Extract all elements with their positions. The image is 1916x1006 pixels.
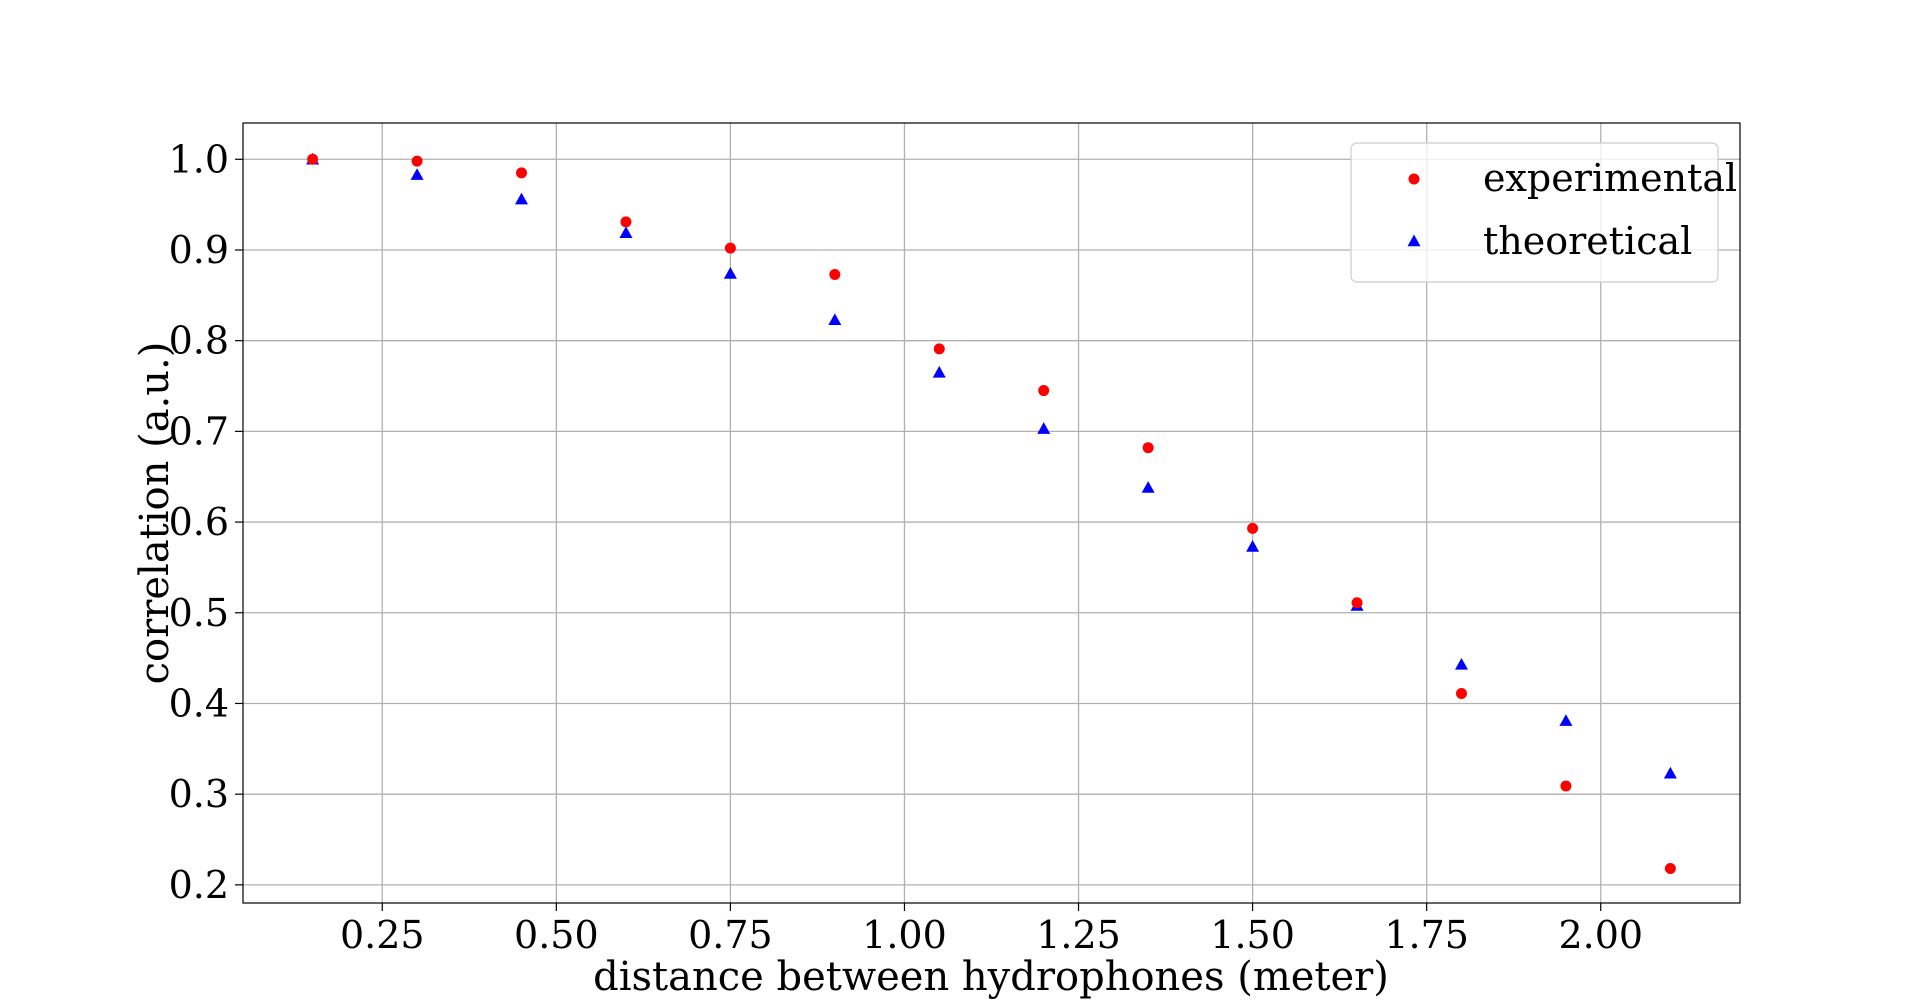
theoretical-point [1037, 422, 1051, 434]
legend-label-theoretical: theoretical [1483, 219, 1692, 263]
y-axis-label: correlation (a.u.) [132, 342, 178, 685]
theoretical-point [410, 168, 424, 180]
theoretical-point [828, 313, 842, 326]
legend-label-experimental: experimental [1483, 156, 1737, 200]
legend-box [1350, 142, 1719, 283]
x-tick-label: 0.50 [514, 913, 599, 957]
y-tick-label: 0.2 [169, 863, 229, 907]
theoretical-point [515, 192, 529, 205]
x-tick-label: 1.00 [862, 913, 947, 957]
theoretical-point [1559, 714, 1573, 726]
x-tick-label: 2.00 [1558, 913, 1643, 957]
legend-marker-experimental [1408, 173, 1420, 185]
theoretical-point [619, 226, 633, 238]
plot-frame [242, 122, 1741, 904]
y-tick-label: 0.7 [169, 409, 229, 453]
theoretical-point [1663, 766, 1677, 779]
x-tick-label: 1.50 [1210, 913, 1295, 957]
legend-marker-theoretical [1407, 234, 1421, 247]
experimental-point [724, 242, 736, 254]
experimental-point [516, 167, 528, 179]
x-tick-label: 1.25 [1036, 913, 1121, 957]
experimental-point [829, 268, 841, 280]
experimental-point [1664, 863, 1676, 875]
x-axis-label: distance between hydrophones (meter) [593, 954, 1389, 1000]
experimental-point [620, 216, 632, 228]
plot-marks [306, 152, 1677, 875]
experimental-point [1142, 442, 1154, 454]
experimental-point [1247, 522, 1259, 534]
experimental-point [411, 155, 423, 167]
y-tick-label: 0.3 [169, 772, 229, 816]
theoretical-point [1246, 540, 1260, 552]
axis-ticks: 0.25 0.50 0.75 1.00 1.25 1.50 1.75 2.00 0.2 0.3 0.… [169, 137, 1643, 957]
experimental-point [1560, 780, 1572, 792]
theoretical-point [723, 267, 737, 279]
theoretical-point [932, 365, 946, 378]
grid [243, 123, 1740, 903]
theoretical-point [1454, 657, 1468, 670]
y-tick-label: 0.6 [169, 500, 229, 544]
legend: experimental theoretical [1350, 142, 1737, 283]
experimental-point [1455, 687, 1467, 699]
y-tick-label: 0.9 [169, 228, 229, 272]
y-tick-label: 0.5 [169, 591, 229, 635]
experimental-point [1351, 597, 1363, 609]
x-tick-label: 0.25 [340, 913, 425, 957]
y-tick-label: 0.8 [169, 319, 229, 363]
theoretical-point [1141, 481, 1155, 493]
experimental-point [933, 343, 945, 355]
x-tick-label: 1.75 [1384, 913, 1469, 957]
x-tick-label: 0.75 [688, 913, 773, 957]
y-tick-label: 0.4 [169, 681, 229, 725]
experimental-point [307, 153, 319, 165]
experimental-point [1038, 385, 1050, 397]
y-tick-label: 1.0 [169, 137, 229, 181]
